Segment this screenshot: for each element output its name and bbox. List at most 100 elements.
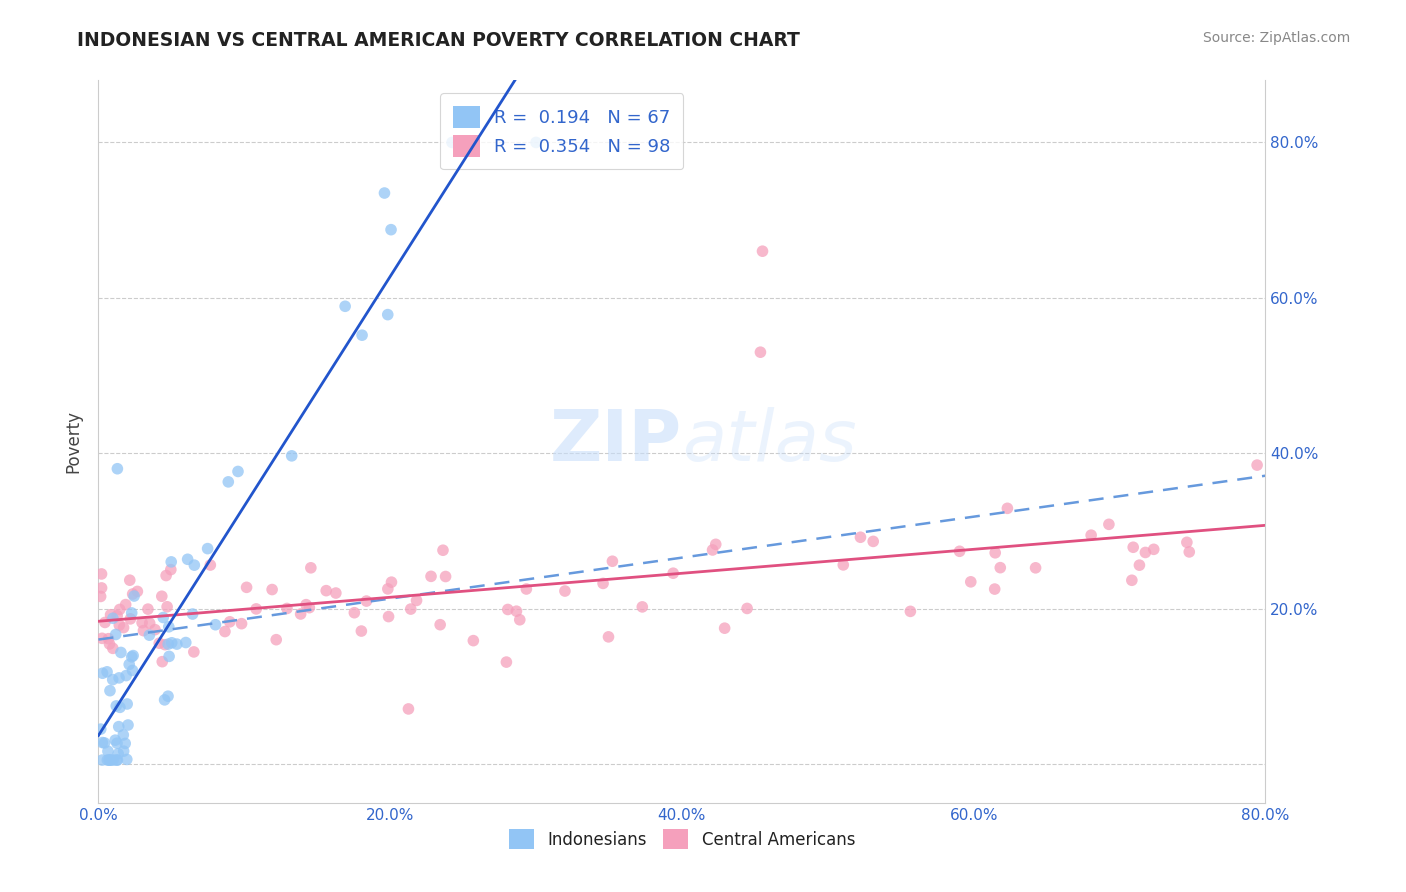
Point xyxy=(429,617,451,632)
Point xyxy=(157,620,180,634)
Point xyxy=(315,583,337,598)
Point xyxy=(1080,528,1102,542)
Text: Source: ZipAtlas.com: Source: ZipAtlas.com xyxy=(1202,31,1350,45)
Point xyxy=(1143,542,1166,557)
Point xyxy=(160,636,183,650)
Point xyxy=(112,728,135,742)
Point xyxy=(91,632,114,646)
Point xyxy=(98,753,121,767)
Point xyxy=(121,664,143,678)
Point xyxy=(105,736,128,750)
Point xyxy=(988,560,1011,574)
Point xyxy=(509,613,531,627)
Y-axis label: Poverty: Poverty xyxy=(65,410,83,473)
Point xyxy=(325,586,347,600)
Point xyxy=(152,610,174,624)
Point xyxy=(197,541,219,556)
Point xyxy=(94,615,117,630)
Point xyxy=(104,733,127,747)
Point xyxy=(405,593,427,607)
Point xyxy=(108,602,131,616)
Point xyxy=(122,648,145,663)
Point xyxy=(183,558,205,573)
Point xyxy=(524,136,547,150)
Point xyxy=(121,649,143,664)
Point xyxy=(108,671,131,685)
Point xyxy=(995,501,1018,516)
Point xyxy=(150,589,173,603)
Point xyxy=(101,611,124,625)
Point xyxy=(434,569,457,583)
Point xyxy=(280,449,302,463)
Point xyxy=(91,753,114,767)
Point xyxy=(97,744,120,758)
Point xyxy=(377,582,399,596)
Point xyxy=(100,607,122,622)
Point xyxy=(90,722,112,736)
Point xyxy=(298,600,321,615)
Point xyxy=(217,475,239,489)
Point xyxy=(115,752,138,766)
Point xyxy=(90,566,112,581)
Point xyxy=(121,606,143,620)
Point xyxy=(98,683,121,698)
Point xyxy=(554,584,576,599)
Point xyxy=(984,546,1007,560)
Point xyxy=(105,608,128,623)
Point xyxy=(380,222,402,236)
Point xyxy=(631,599,654,614)
Point xyxy=(598,630,620,644)
Point xyxy=(131,615,153,630)
Point xyxy=(157,689,180,703)
Point xyxy=(176,552,198,566)
Point xyxy=(110,645,132,659)
Point xyxy=(356,594,378,608)
Point xyxy=(115,668,138,682)
Point xyxy=(159,563,181,577)
Point xyxy=(231,616,253,631)
Point xyxy=(148,636,170,650)
Point xyxy=(1175,535,1198,549)
Point xyxy=(702,543,724,558)
Point xyxy=(153,693,176,707)
Point xyxy=(160,555,183,569)
Point xyxy=(156,599,179,614)
Point xyxy=(299,561,322,575)
Point xyxy=(108,700,131,714)
Point xyxy=(121,587,143,601)
Point xyxy=(751,244,773,259)
Point xyxy=(463,633,485,648)
Point xyxy=(602,554,624,568)
Point xyxy=(862,534,884,549)
Point xyxy=(97,632,120,646)
Point xyxy=(118,657,141,672)
Point xyxy=(1135,545,1157,559)
Point xyxy=(343,606,366,620)
Point xyxy=(420,569,443,583)
Point xyxy=(214,624,236,639)
Point xyxy=(399,602,422,616)
Point xyxy=(262,582,284,597)
Point xyxy=(155,568,177,582)
Point xyxy=(1098,517,1121,532)
Point xyxy=(983,582,1005,596)
Point xyxy=(181,607,204,621)
Point xyxy=(105,698,128,713)
Point xyxy=(120,612,142,626)
Point xyxy=(1122,541,1144,555)
Point xyxy=(136,602,159,616)
Point xyxy=(90,581,112,595)
Point xyxy=(235,580,257,594)
Point xyxy=(276,601,298,615)
Point xyxy=(138,616,160,631)
Point xyxy=(959,574,981,589)
Point xyxy=(333,299,356,313)
Point xyxy=(143,623,166,637)
Point xyxy=(295,598,318,612)
Point xyxy=(150,655,173,669)
Point xyxy=(114,598,136,612)
Point xyxy=(515,582,537,596)
Point xyxy=(105,461,128,475)
Point xyxy=(200,558,222,572)
Point xyxy=(157,649,180,664)
